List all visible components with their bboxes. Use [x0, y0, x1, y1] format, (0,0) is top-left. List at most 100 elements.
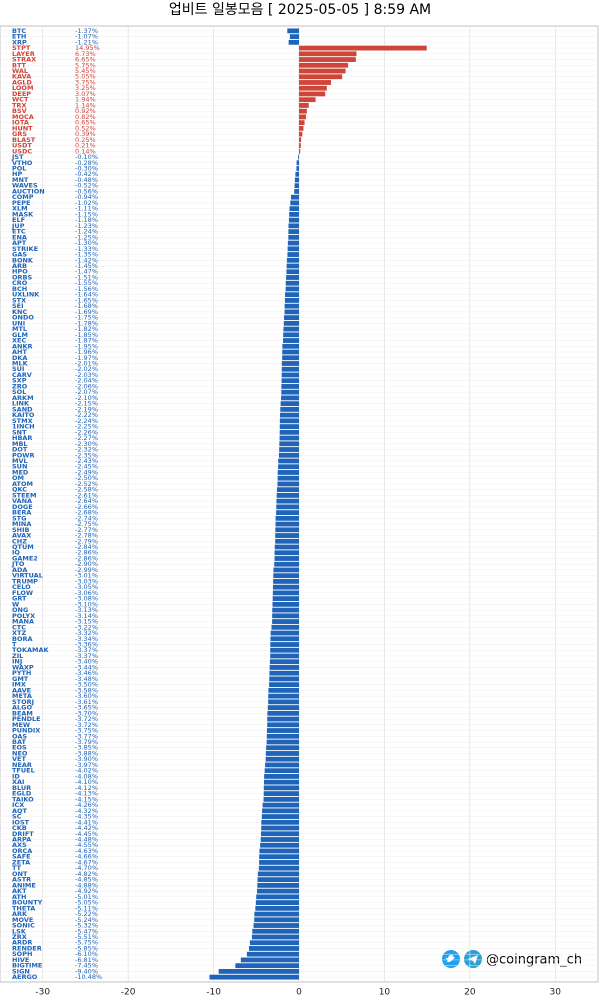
bar — [282, 355, 299, 361]
category-label: AVAX — [12, 532, 31, 540]
category-label: INJ — [12, 658, 22, 666]
category-label: HP — [12, 170, 22, 178]
bar — [284, 315, 299, 321]
bar — [295, 171, 299, 177]
x-tick-label: 10 — [379, 988, 391, 998]
value-label: 0.52% — [75, 124, 96, 132]
bar — [296, 160, 299, 166]
category-label: XTZ — [12, 629, 26, 637]
category-label: VANA — [12, 497, 32, 505]
value-label: -3.40% — [75, 658, 98, 666]
bar — [276, 504, 299, 510]
bar — [246, 951, 299, 957]
bar — [264, 774, 299, 779]
bar — [283, 332, 299, 338]
value-label: -3.72% — [75, 721, 98, 729]
bar — [235, 963, 299, 969]
value-label: 3.07% — [75, 90, 96, 98]
category-label: POL — [12, 165, 26, 173]
value-label: -1.69% — [75, 308, 98, 316]
category-label: BTT — [12, 61, 27, 69]
value-label: -2.86% — [75, 549, 98, 557]
bar — [270, 647, 299, 653]
bar — [265, 762, 299, 768]
value-label: -2.01% — [75, 359, 98, 367]
value-label: -2.50% — [75, 474, 98, 482]
category-label: STX — [12, 296, 26, 304]
value-label: -1.25% — [75, 233, 98, 241]
category-label: STORJ — [12, 698, 34, 706]
category-label: ENA — [12, 233, 27, 241]
category-label: COMP — [12, 193, 34, 201]
bar — [299, 91, 326, 97]
bar — [258, 865, 299, 871]
bar — [253, 923, 299, 928]
value-label: -5.05% — [75, 899, 98, 907]
value-label: -2.75% — [75, 520, 98, 528]
x-tick-label: -30 — [35, 988, 50, 998]
bar — [254, 917, 299, 923]
category-label: LOOM — [12, 84, 33, 92]
bar — [276, 510, 299, 516]
category-label: SAFE — [12, 853, 31, 861]
bar — [264, 768, 299, 774]
bar — [290, 200, 299, 206]
category-label: MOCA — [12, 113, 34, 121]
value-label: -4.85% — [75, 876, 98, 884]
category-label: SUI — [12, 365, 24, 373]
category-label: SOL — [12, 388, 26, 396]
category-label: AXS — [12, 841, 27, 849]
value-label: -3.10% — [75, 600, 98, 608]
value-label: -2.22% — [75, 411, 98, 419]
value-label: -0.56% — [75, 187, 98, 195]
category-label: CRO — [12, 279, 28, 287]
value-label: -2.68% — [75, 509, 98, 517]
category-label: ARK — [12, 910, 28, 918]
bar — [265, 751, 299, 756]
value-label: -5.01% — [75, 893, 98, 901]
value-label: -1.96% — [75, 348, 98, 356]
value-label: -2.86% — [75, 554, 98, 562]
value-label: -3.03% — [75, 577, 98, 585]
value-label: 0.92% — [75, 107, 96, 115]
bar — [288, 223, 299, 229]
category-label: JTO — [11, 560, 25, 568]
category-label: AKT — [12, 887, 27, 895]
value-label: -1.64% — [75, 291, 98, 299]
value-label: -10.48% — [75, 973, 102, 981]
category-label: USDC — [12, 147, 32, 155]
value-label: 5.45% — [75, 67, 96, 75]
bar — [284, 292, 299, 298]
value-label: -1.51% — [75, 273, 98, 281]
bar — [284, 309, 299, 315]
bar — [289, 211, 299, 217]
category-label: META — [12, 692, 32, 700]
bar — [270, 642, 299, 647]
value-label: -0.94% — [75, 193, 98, 201]
value-label: 0.21% — [75, 142, 96, 150]
value-label: -0.42% — [75, 170, 98, 178]
value-label: 0.14% — [75, 147, 96, 155]
value-label: -4.26% — [75, 801, 98, 809]
bar — [285, 286, 299, 292]
value-label: -1.97% — [75, 354, 98, 362]
value-label: -3.85% — [75, 744, 98, 752]
bar — [286, 257, 299, 263]
category-label: TRUMP — [12, 577, 38, 585]
category-label: KNC — [12, 308, 27, 316]
category-label: BERA — [12, 509, 31, 517]
bar — [267, 710, 299, 716]
bar — [275, 515, 299, 521]
bar — [267, 722, 299, 728]
category-label: ATH — [12, 893, 26, 901]
bar — [268, 687, 299, 693]
category-label: BEAM — [12, 709, 33, 717]
value-label: -4.66% — [75, 853, 98, 861]
category-label: GRT — [12, 595, 27, 603]
value-label: -5.22% — [75, 910, 98, 918]
bar — [289, 34, 299, 40]
category-label: GAME2 — [12, 554, 38, 562]
category-label: EGLD — [12, 790, 32, 798]
category-label: BSV — [12, 107, 27, 115]
